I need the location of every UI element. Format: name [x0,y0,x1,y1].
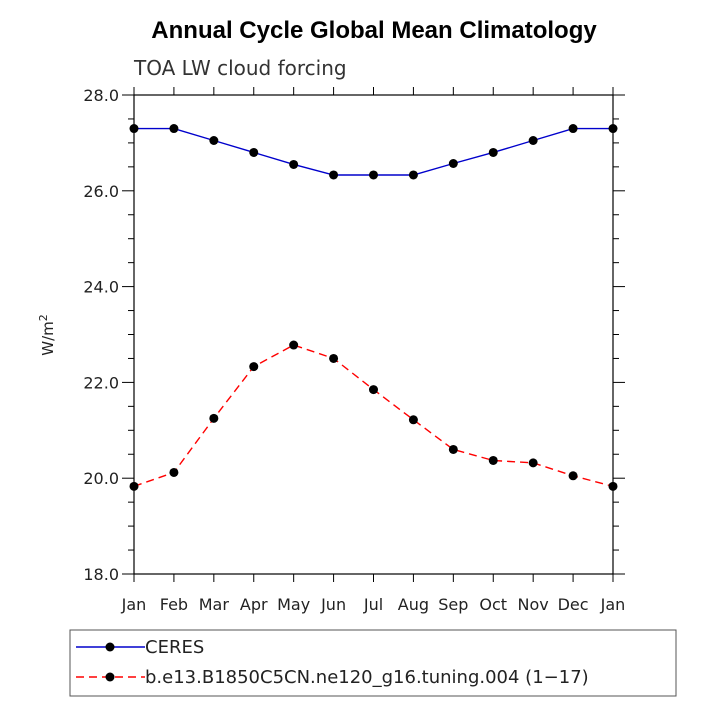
series-line [133,344,614,488]
y-tick-label: 26.0 [83,182,119,201]
legend-label: CERES [145,637,204,658]
y-tick-label: 18.0 [83,565,119,584]
x-tick-label: Sep [438,595,468,614]
data-point [209,413,219,423]
plot-frame [133,94,614,575]
y-tick-label: 28.0 [83,86,119,105]
x-tick-label: Mar [199,595,230,614]
legend-item-1: CERES [76,637,204,658]
data-point [329,353,339,363]
series-layer [129,124,618,491]
legend-items: CERES b.e13.B1850C5CN.ne120_g16.tuning.00… [76,637,589,688]
data-point [289,159,299,169]
data-point [369,170,378,180]
legend-item-2: b.e13.B1850C5CN.ne120_g16.tuning.004 (1−… [76,667,589,688]
x-tick-label: Jan [600,595,626,614]
data-point [448,158,458,168]
data-point [488,147,498,157]
data-point [408,415,418,425]
x-tick-label: Jun [320,595,346,614]
y-tick-label: 20.0 [83,469,119,488]
data-point [169,467,179,477]
data-point [568,471,578,481]
x-tick-label: Feb [160,595,188,614]
data-point [488,455,498,465]
data-point [249,147,259,157]
legend-box [69,629,677,697]
data-point [169,124,179,134]
legend: CERES b.e13.B1850C5CN.ne120_g16.tuning.00… [69,629,677,697]
y-axis-label-superscript: 2 [37,314,50,321]
data-point [249,362,259,372]
x-tick-label: Aug [398,595,429,614]
data-point [289,340,299,350]
axis-ticks [122,87,625,582]
y-tick-label: 22.0 [83,373,119,392]
data-point [528,136,538,146]
series-2 [129,340,618,491]
x-tick-label: Nov [518,595,549,614]
x-tick-label: May [277,595,310,614]
series-line [134,127,613,176]
y-axis-label: W/m2 [37,314,57,356]
x-tick-label: Jan [121,595,147,614]
y-axis-label-text: W/m [39,321,57,356]
legend-marker [105,672,115,682]
data-point [209,136,219,146]
x-tick-label: Dec [558,595,589,614]
y-tick-label: 24.0 [83,278,119,297]
legend-label: b.e13.B1850C5CN.ne120_g16.tuning.004 (1−… [145,667,589,688]
chart-subtitle: TOA LW cloud forcing [133,56,347,80]
legend-marker [105,642,115,652]
x-tick-label: Oct [479,595,507,614]
y-axis-tick-labels: 18.0 20.0 22.0 24.0 26.0 28.0 [83,86,119,584]
chart-title: Annual Cycle Global Mean Climatology [151,17,597,44]
x-axis-tick-labels: Jan Feb Mar Apr May Jun Jul Aug Sep Oct Nov Dec Jan [121,595,626,614]
data-point [408,170,418,180]
x-tick-label: Jul [363,595,383,614]
data-point [448,444,458,454]
x-tick-label: Apr [240,595,268,614]
series-1 [129,124,618,180]
data-point [528,458,538,468]
data-point [369,385,378,395]
data-point [329,170,339,180]
data-point [568,124,578,134]
